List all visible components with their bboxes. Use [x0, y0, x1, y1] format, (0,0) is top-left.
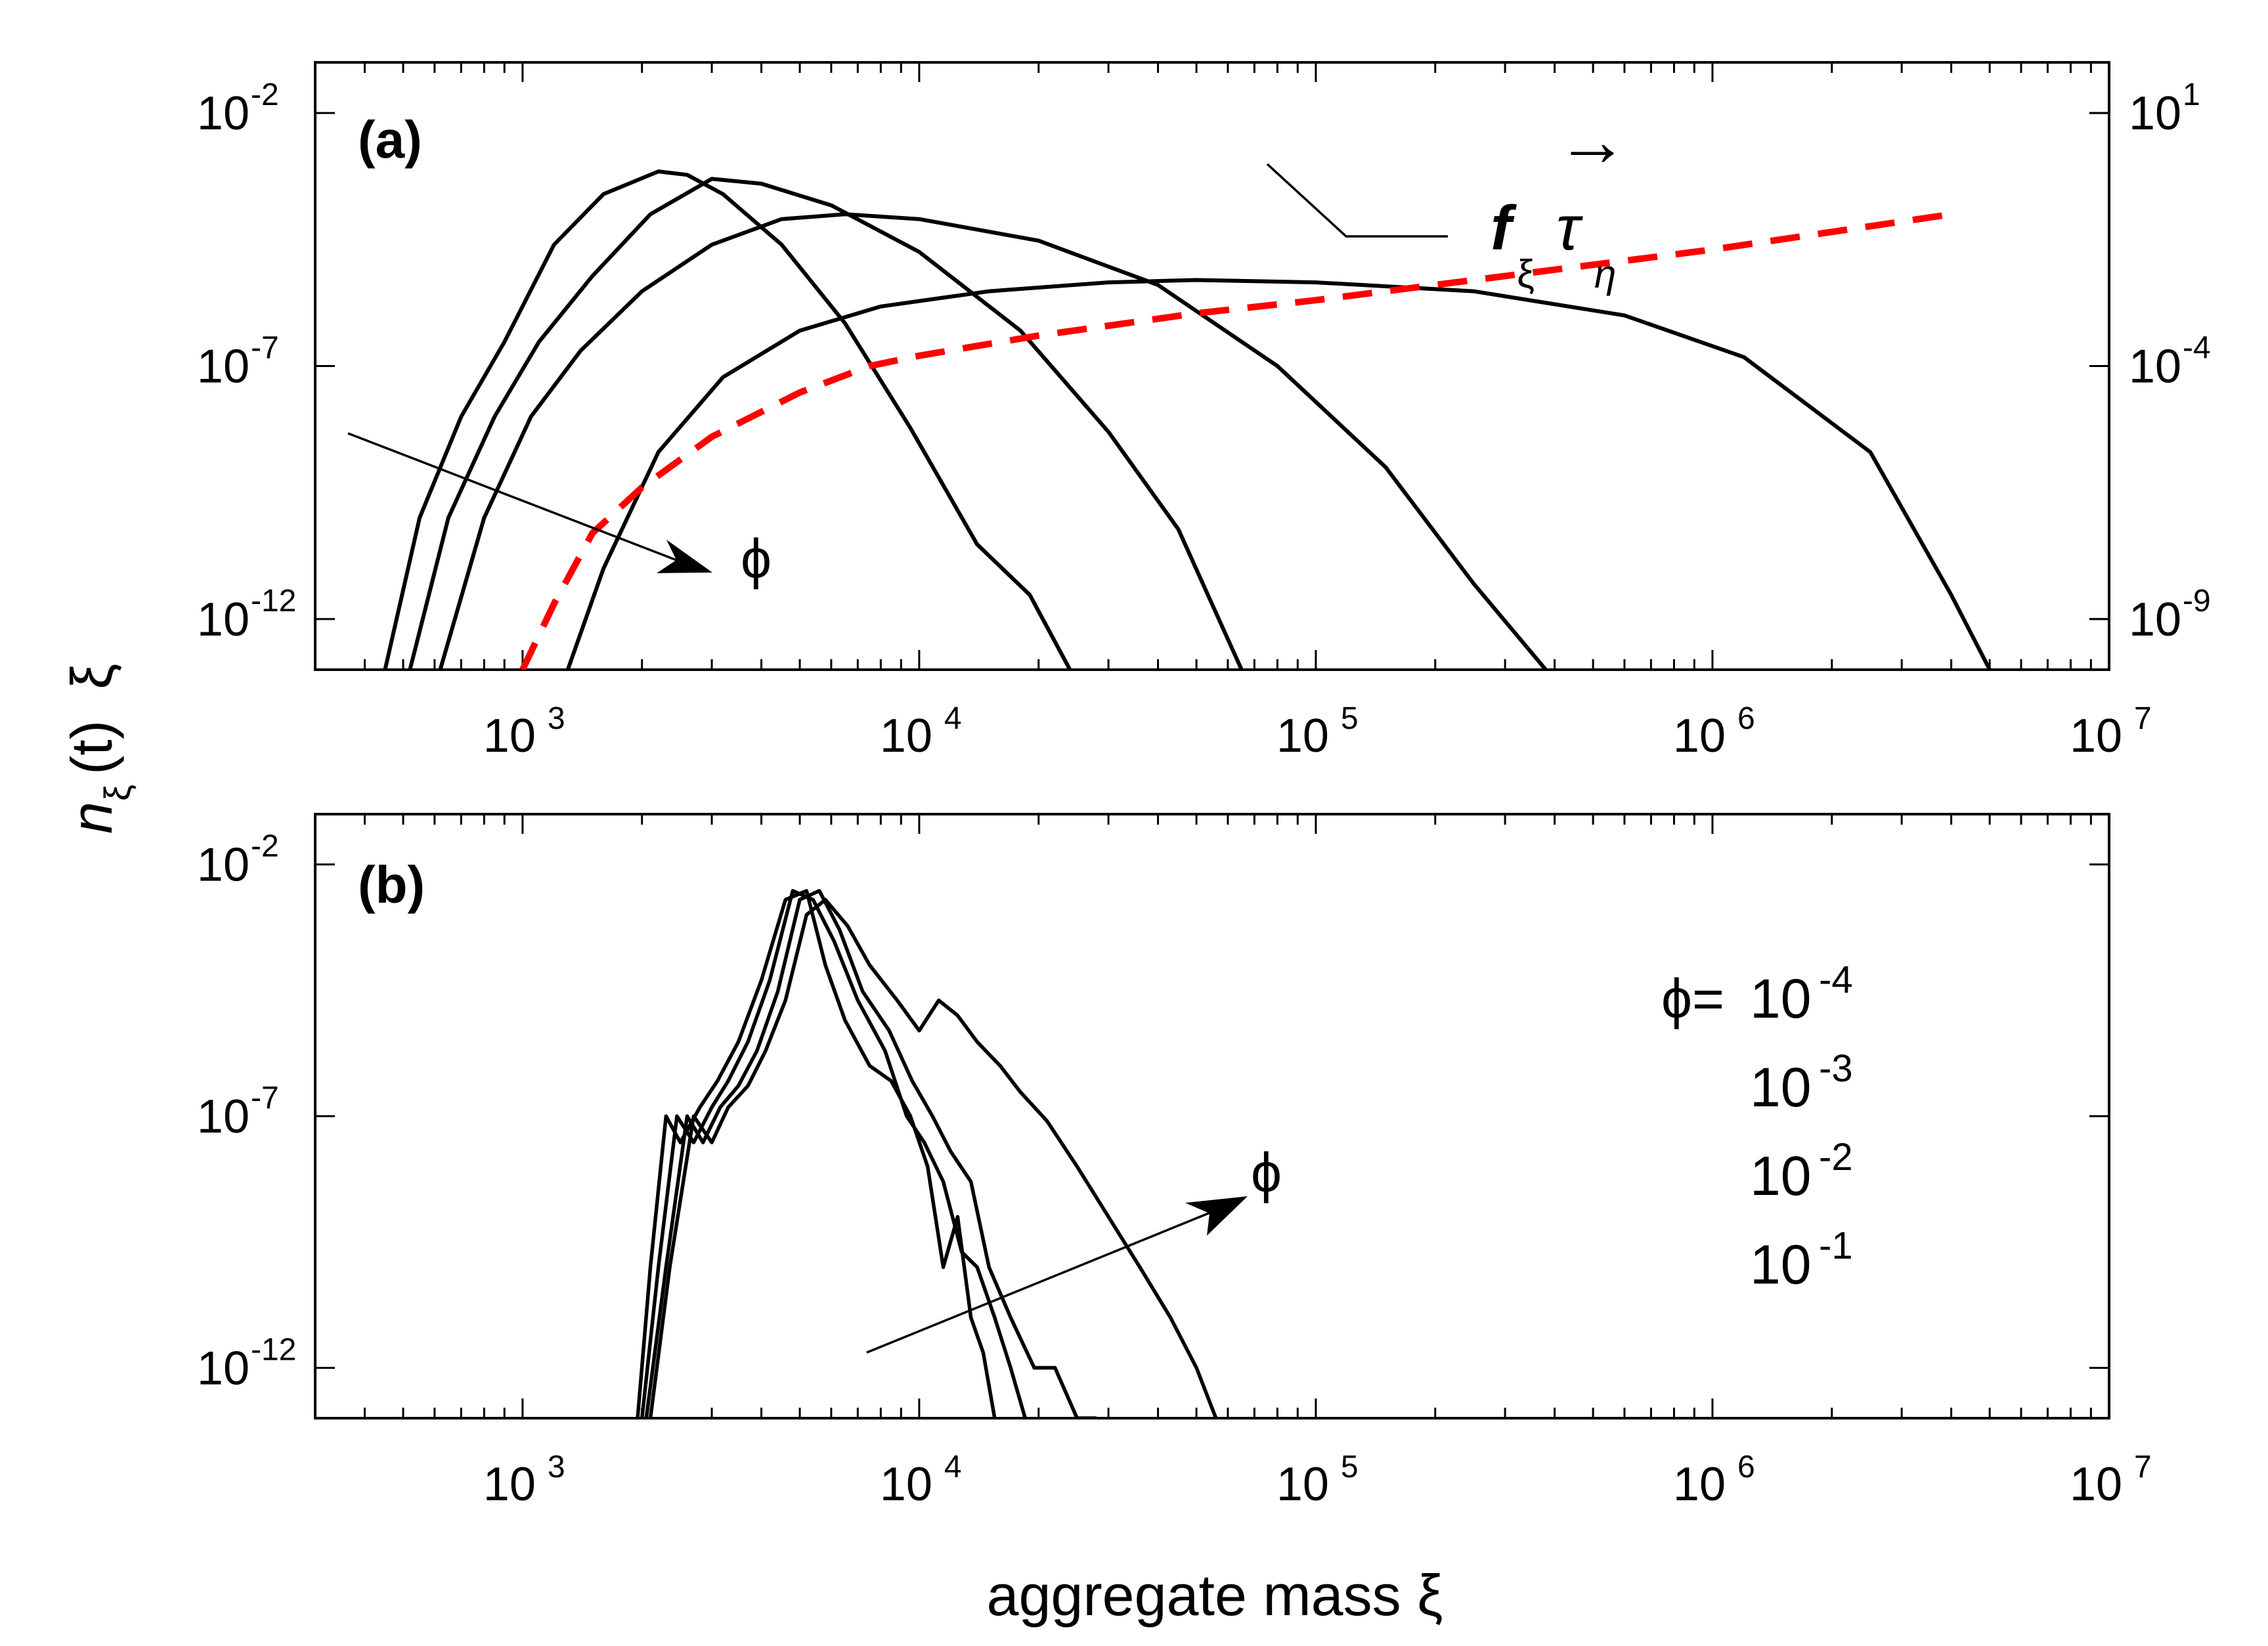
phi-arrow-b-line [866, 1207, 1222, 1354]
y-tick-label-exp: -7 [251, 1081, 279, 1115]
y-label-mid: (t) [59, 720, 124, 775]
x-tick-label-exp: 5 [1341, 1450, 1359, 1484]
panel-a-frame [314, 61, 2110, 671]
phi-arrow-b-label: ϕ [1251, 1142, 1282, 1203]
x-axis-label: aggregate mass ξ [987, 1563, 1443, 1628]
legend-entry: 10 [1750, 1234, 1811, 1295]
series-b-3 [648, 898, 1218, 1418]
x-tick-label-exp: 3 [548, 701, 565, 736]
series-b-2 [644, 889, 1097, 1418]
y-label-n-sub: ξ [97, 785, 138, 801]
x-tick-label: 10 [1673, 1458, 1726, 1511]
x-tick-label-exp: 7 [2134, 701, 2152, 736]
x-tick-label: 10 [483, 710, 536, 762]
panel-a-label: (a) [358, 110, 422, 169]
y-tick-label: 10 [197, 1091, 250, 1143]
series-a-1 [408, 177, 1244, 670]
series-a-3 [565, 278, 1992, 670]
panel-a-x-tick-labels: 10 3 10 4 10 5 10 6 10 7 [483, 701, 2152, 762]
panel-b-x-tick-labels: 10 3 10 4 10 5 10 6 10 7 [483, 1450, 2152, 1511]
f-tau-pointer-line [1266, 163, 1448, 238]
legend-prefix: ϕ= [1661, 968, 1724, 1029]
legend-entry-exp: -4 [1819, 959, 1853, 1001]
x-tick-label: 10 [1276, 710, 1329, 762]
legend-entry-exp: -1 [1819, 1224, 1853, 1267]
phi-arrow-a-head [657, 540, 712, 573]
panel-b-label: (b) [358, 855, 425, 914]
x-tick-label-exp: 6 [1737, 1450, 1755, 1484]
x-tick-label-exp: 4 [944, 1450, 962, 1484]
x-tick-label-exp: 3 [548, 1450, 565, 1484]
panel-b-legend: ϕ= 10-410-310-210-1 [1661, 959, 1853, 1295]
tau-label: τ [1556, 193, 1583, 263]
y-tick-label-exp: -12 [251, 1332, 296, 1367]
y-tick-label-exp: -7 [251, 331, 279, 366]
series-b-1 [640, 889, 1027, 1418]
x-tick-label-exp: 5 [1341, 701, 1359, 736]
y-tick-label-exp: -2 [251, 829, 279, 864]
series-a-2 [438, 212, 1548, 670]
legend-entry: 10 [1750, 968, 1811, 1029]
series-b-0 [636, 889, 997, 1418]
x-tick-label: 10 [483, 1458, 536, 1511]
panel-a-series [383, 169, 1992, 670]
panel-b-series [636, 889, 1218, 1418]
y-label-mid2: ξ [59, 664, 124, 689]
legend-entry-exp: -2 [1819, 1136, 1853, 1179]
phi-arrow-a-line [347, 432, 680, 563]
tau-sub: η [1594, 252, 1616, 296]
y-tick-label-exp: -12 [251, 584, 296, 618]
panel-b-ticks [314, 814, 2110, 1418]
x-tick-label: 10 [2070, 710, 2122, 762]
legend-entry: 10 [1750, 1145, 1811, 1207]
y2-tick-label: 10 [2129, 341, 2181, 393]
panel-b-frame [314, 813, 2110, 1419]
panel-a-ticks [314, 62, 2110, 670]
y2-tick-label: 10 [2129, 594, 2181, 646]
y-tick-label: 10 [197, 839, 250, 892]
f-label: f [1491, 193, 1517, 263]
x-tick-label: 10 [1673, 710, 1726, 762]
series-a-0 [383, 169, 1072, 670]
y-label-n: n [59, 802, 124, 834]
y2-tick-label: 10 [2129, 87, 2181, 140]
x-tick-label: 10 [880, 710, 932, 762]
right-axis-arrow: → [1556, 100, 1628, 181]
x-tick-label: 10 [880, 1458, 932, 1511]
x-tick-label: 10 [1276, 1458, 1329, 1511]
y2-tick-label-exp: -4 [2183, 331, 2211, 366]
series-a-4 [519, 211, 1952, 670]
phi-arrow-b-head [1185, 1196, 1248, 1236]
legend-entry: 10 [1750, 1056, 1811, 1118]
legend-entry-exp: -3 [1819, 1047, 1853, 1090]
y-tick-label: 10 [197, 341, 250, 393]
y2-tick-label-exp: -9 [2183, 584, 2211, 618]
x-tick-label: 10 [2070, 1458, 2122, 1511]
f-tau-label: f ξ τ η [1491, 193, 1616, 296]
x-tick-label-exp: 4 [944, 701, 962, 736]
y-tick-label: 10 [197, 1342, 250, 1395]
y2-tick-label-exp: 1 [2183, 77, 2200, 112]
panel-a-y-tick-labels: 10-210-710-12 [197, 77, 296, 646]
x-tick-label-exp: 6 [1737, 701, 1755, 736]
y-tick-label: 10 [197, 87, 250, 140]
legend-entries: 10-410-310-210-1 [1750, 959, 1853, 1295]
f-sub: ξ [1517, 252, 1535, 296]
y-axis-label: n ξ (t) ξ [59, 664, 138, 834]
panel-b-y-tick-labels: 10-210-710-12 [197, 829, 296, 1395]
y-tick-label: 10 [197, 594, 250, 646]
y-tick-label-exp: -2 [251, 77, 279, 112]
x-tick-label-exp: 7 [2134, 1450, 2152, 1484]
phi-arrow-a-label: ϕ [741, 528, 772, 590]
